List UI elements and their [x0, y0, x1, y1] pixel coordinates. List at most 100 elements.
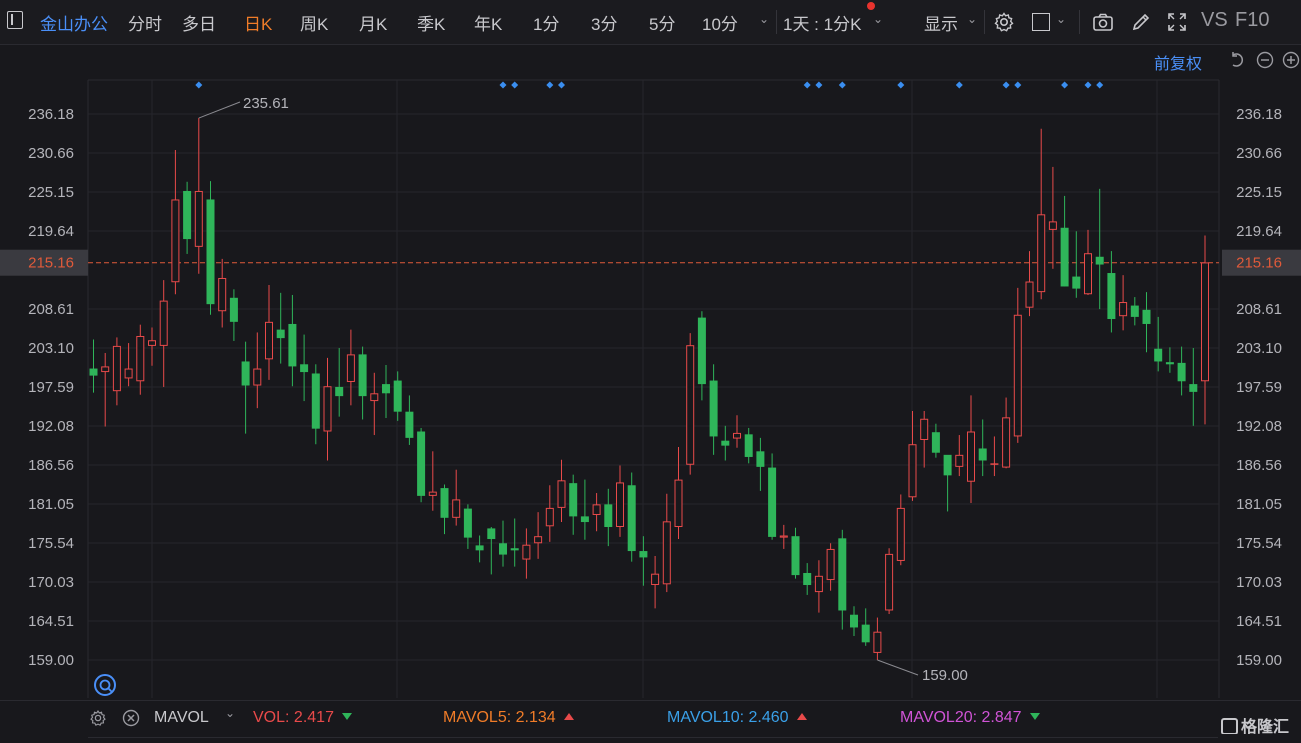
search-circle-icon[interactable]: [94, 674, 116, 696]
indicator-select[interactable]: MAVOL: [154, 709, 209, 726]
candle[interactable]: [592, 493, 601, 532]
candle[interactable]: [288, 294, 297, 387]
candle[interactable]: [358, 346, 367, 420]
gear-icon[interactable]: [89, 709, 107, 727]
candle[interactable]: [580, 479, 589, 540]
candle[interactable]: [885, 548, 894, 615]
candle[interactable]: [346, 329, 355, 406]
tab-weekly-k[interactable]: 周K: [300, 15, 329, 34]
candle[interactable]: [850, 606, 858, 636]
candle[interactable]: [744, 427, 753, 464]
candle[interactable]: [931, 423, 940, 458]
candle[interactable]: [1013, 287, 1022, 443]
candle[interactable]: [499, 520, 507, 567]
candle[interactable]: [814, 560, 823, 613]
candle[interactable]: [569, 474, 578, 535]
candle[interactable]: [112, 337, 121, 406]
candle[interactable]: [136, 324, 145, 395]
candle[interactable]: [1048, 166, 1057, 269]
candle[interactable]: [323, 357, 332, 461]
zoom-out-icon[interactable]: [1256, 51, 1274, 69]
tab-1min[interactable]: 1分: [533, 15, 560, 34]
candle[interactable]: [253, 332, 262, 409]
tab-multi-day[interactable]: 多日: [182, 15, 216, 34]
candle[interactable]: [159, 280, 168, 387]
candle[interactable]: [943, 454, 952, 512]
candle[interactable]: [218, 258, 227, 328]
candle[interactable]: [475, 535, 484, 563]
candle[interactable]: [873, 617, 882, 660]
candle[interactable]: [206, 181, 215, 315]
candle[interactable]: [733, 415, 741, 448]
menu-icon[interactable]: [7, 11, 23, 29]
candle[interactable]: [826, 543, 835, 591]
candle[interactable]: [662, 493, 671, 593]
candle[interactable]: [908, 410, 917, 501]
candle[interactable]: [709, 364, 718, 455]
candle[interactable]: [920, 410, 929, 468]
candle[interactable]: [674, 447, 683, 540]
candle[interactable]: [522, 528, 531, 579]
candle[interactable]: [335, 348, 344, 417]
vs-button[interactable]: VS: [1201, 9, 1228, 31]
multi-period-chevron-icon[interactable]: ⌄: [873, 12, 884, 26]
candle[interactable]: [440, 484, 449, 535]
candle[interactable]: [229, 289, 238, 341]
candle[interactable]: [1142, 292, 1151, 353]
candle[interactable]: [1037, 128, 1046, 300]
candle[interactable]: [487, 527, 496, 575]
candle[interactable]: [276, 292, 285, 364]
candle[interactable]: [1154, 316, 1163, 372]
candle[interactable]: [370, 372, 379, 436]
tab-daily-k[interactable]: 日K: [244, 15, 273, 34]
candle[interactable]: [955, 435, 964, 477]
candle[interactable]: [300, 334, 309, 402]
candle[interactable]: [510, 518, 519, 567]
candle[interactable]: [311, 364, 320, 445]
candle[interactable]: [417, 427, 426, 503]
candle[interactable]: [265, 285, 273, 380]
candle[interactable]: [1072, 231, 1081, 298]
candle[interactable]: [405, 395, 414, 445]
display-menu[interactable]: 显示: [924, 15, 958, 34]
candle[interactable]: [1130, 297, 1139, 326]
tab-5min[interactable]: 5分: [649, 15, 676, 34]
candle[interactable]: [545, 485, 554, 542]
close-icon[interactable]: [122, 709, 140, 727]
candle[interactable]: [1165, 347, 1174, 373]
tab-10min[interactable]: 10分: [702, 15, 738, 34]
candle[interactable]: [1107, 251, 1116, 333]
tab-quarterly-k[interactable]: 季K: [417, 15, 446, 34]
candle[interactable]: [171, 149, 180, 295]
candle[interactable]: [616, 465, 624, 537]
candle[interactable]: [194, 118, 203, 274]
f10-button[interactable]: F10: [1235, 9, 1270, 31]
candle[interactable]: [838, 529, 847, 630]
candle[interactable]: [89, 339, 98, 393]
candle[interactable]: [978, 419, 987, 477]
gear-icon[interactable]: [993, 11, 1015, 33]
tab-intraday[interactable]: 分时: [128, 15, 162, 34]
zoom-in-icon[interactable]: [1282, 51, 1300, 69]
candle[interactable]: [1189, 348, 1198, 426]
candle[interactable]: [463, 504, 472, 549]
candle[interactable]: [124, 343, 133, 387]
candle[interactable]: [1084, 229, 1092, 295]
candle[interactable]: [990, 436, 999, 477]
display-chevron-icon[interactable]: ⌄: [967, 12, 978, 26]
candle[interactable]: [1095, 188, 1104, 310]
candles[interactable]: [89, 118, 1209, 660]
candle[interactable]: [896, 494, 905, 566]
layout-square-icon[interactable]: [1032, 13, 1050, 31]
pencil-icon[interactable]: [1130, 11, 1152, 33]
candle[interactable]: [627, 472, 636, 562]
undo-icon[interactable]: [1228, 51, 1246, 69]
candle[interactable]: [452, 469, 461, 526]
layout-chevron-icon[interactable]: ⌄: [1056, 12, 1067, 26]
stock-name[interactable]: 金山办公: [40, 15, 108, 34]
candle[interactable]: [428, 451, 437, 511]
candle[interactable]: [651, 556, 660, 609]
tab-monthly-k[interactable]: 月K: [359, 15, 388, 34]
candle[interactable]: [768, 453, 777, 540]
candle[interactable]: [1060, 195, 1069, 287]
